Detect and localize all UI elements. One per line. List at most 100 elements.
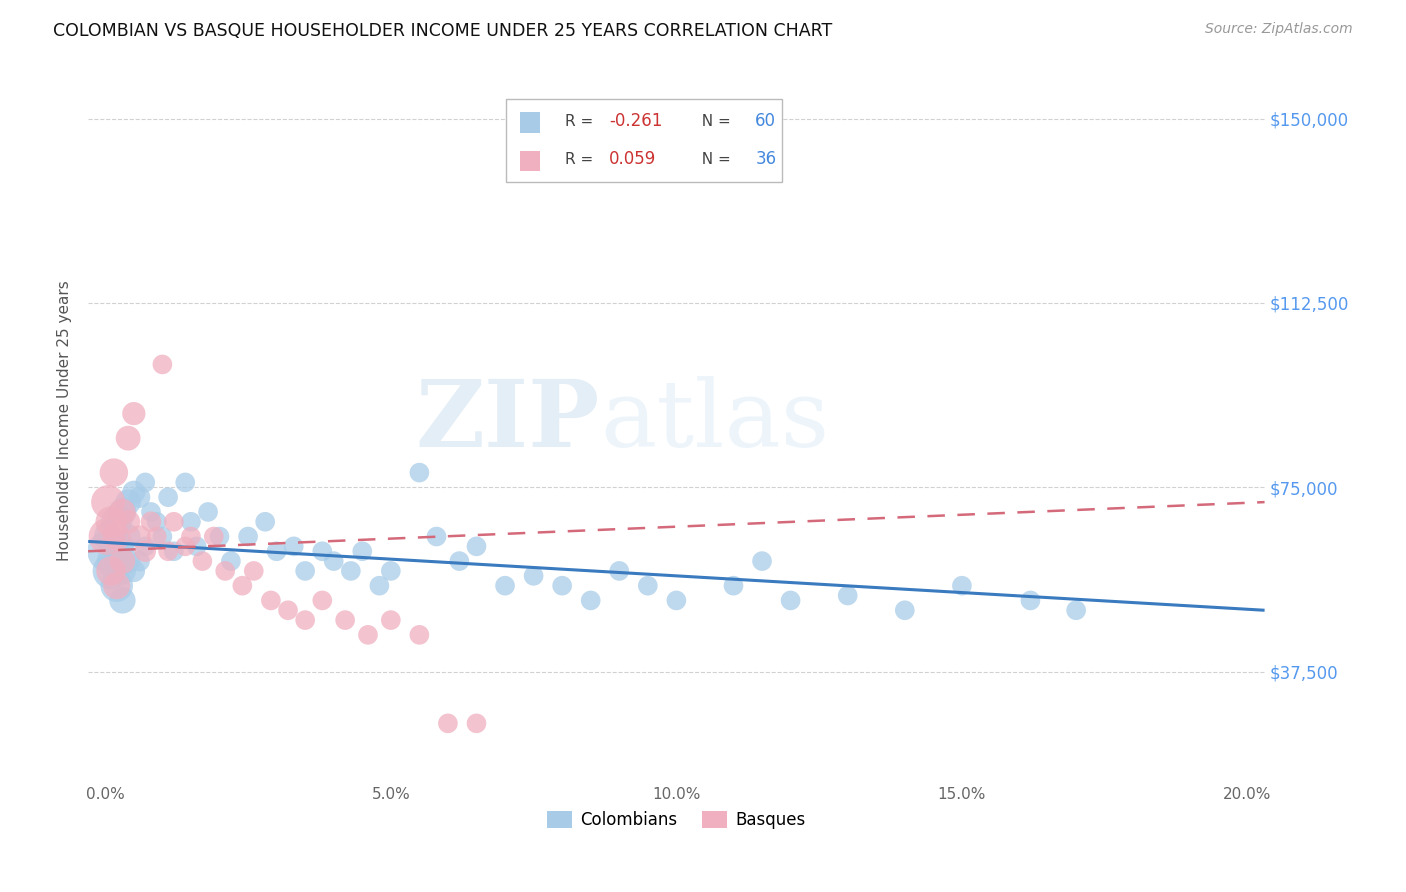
Point <box>368 579 391 593</box>
Text: COLOMBIAN VS BASQUE HOUSEHOLDER INCOME UNDER 25 YEARS CORRELATION CHART: COLOMBIAN VS BASQUE HOUSEHOLDER INCOME U… <box>53 22 832 40</box>
Point <box>242 564 264 578</box>
Point <box>191 554 214 568</box>
Text: N =: N = <box>692 152 735 167</box>
Point <box>117 495 139 509</box>
Point <box>122 485 145 500</box>
Point <box>231 579 253 593</box>
Point <box>103 466 125 480</box>
Point <box>100 529 122 543</box>
Point <box>111 564 134 578</box>
Point <box>202 529 225 543</box>
Point <box>163 515 186 529</box>
Point <box>208 529 231 543</box>
Point <box>254 515 277 529</box>
Point <box>283 540 305 554</box>
Point <box>128 529 150 543</box>
Point <box>163 544 186 558</box>
Point <box>105 529 128 543</box>
Point <box>214 564 236 578</box>
Point <box>277 603 299 617</box>
Point <box>1064 603 1087 617</box>
Point <box>152 358 174 372</box>
Point <box>260 593 283 607</box>
Text: 36: 36 <box>755 151 776 169</box>
Y-axis label: Householder Income Under 25 years: Householder Income Under 25 years <box>58 281 72 561</box>
FancyBboxPatch shape <box>520 151 540 171</box>
Text: N =: N = <box>692 113 735 128</box>
Point <box>139 505 162 519</box>
FancyBboxPatch shape <box>520 112 540 133</box>
Point <box>236 529 259 543</box>
Text: atlas: atlas <box>600 376 830 466</box>
Point <box>117 515 139 529</box>
Point <box>894 603 917 617</box>
Point <box>357 628 380 642</box>
Point <box>145 529 167 543</box>
Point <box>105 579 128 593</box>
Point <box>837 589 859 603</box>
Point <box>294 564 316 578</box>
Point <box>100 564 122 578</box>
Point <box>180 515 202 529</box>
Text: Source: ZipAtlas.com: Source: ZipAtlas.com <box>1205 22 1353 37</box>
Point <box>437 716 460 731</box>
Point <box>494 579 516 593</box>
Point <box>219 554 242 568</box>
Point <box>157 544 180 558</box>
Point <box>152 529 174 543</box>
Point <box>157 490 180 504</box>
Point <box>117 554 139 568</box>
Point <box>322 554 344 568</box>
Point <box>145 515 167 529</box>
Point <box>174 475 197 490</box>
Point <box>100 564 122 578</box>
Point <box>134 475 156 490</box>
Point <box>97 544 120 558</box>
Point <box>111 554 134 568</box>
Text: 0.059: 0.059 <box>609 151 657 169</box>
Point <box>105 515 128 529</box>
Point <box>174 540 197 554</box>
Point <box>665 593 688 607</box>
Point <box>111 505 134 519</box>
Point <box>311 544 333 558</box>
Text: R =: R = <box>565 152 598 167</box>
Point <box>579 593 602 607</box>
Point <box>523 569 546 583</box>
Point <box>117 529 139 543</box>
Point <box>340 564 363 578</box>
Point <box>465 540 488 554</box>
Point <box>100 515 122 529</box>
Point <box>311 593 333 607</box>
Point <box>180 529 202 543</box>
Point <box>333 613 356 627</box>
Point <box>408 628 430 642</box>
Point <box>465 716 488 731</box>
Text: -0.261: -0.261 <box>609 112 662 130</box>
Point <box>128 554 150 568</box>
Point <box>380 564 402 578</box>
Point <box>751 554 773 568</box>
Point <box>186 540 208 554</box>
Point <box>103 554 125 568</box>
Point <box>551 579 574 593</box>
Point <box>134 540 156 554</box>
Point <box>408 466 430 480</box>
Point <box>607 564 630 578</box>
Text: R =: R = <box>565 113 598 128</box>
Point <box>197 505 219 519</box>
Point <box>294 613 316 627</box>
Point <box>97 495 120 509</box>
Point <box>122 564 145 578</box>
Point <box>637 579 659 593</box>
Point <box>122 407 145 421</box>
Point <box>96 529 118 543</box>
Point <box>449 554 471 568</box>
Point <box>1019 593 1042 607</box>
Point <box>723 579 745 593</box>
Point <box>425 529 447 543</box>
Point <box>134 544 156 558</box>
Point <box>779 593 801 607</box>
Point <box>111 593 134 607</box>
Point <box>352 544 374 558</box>
